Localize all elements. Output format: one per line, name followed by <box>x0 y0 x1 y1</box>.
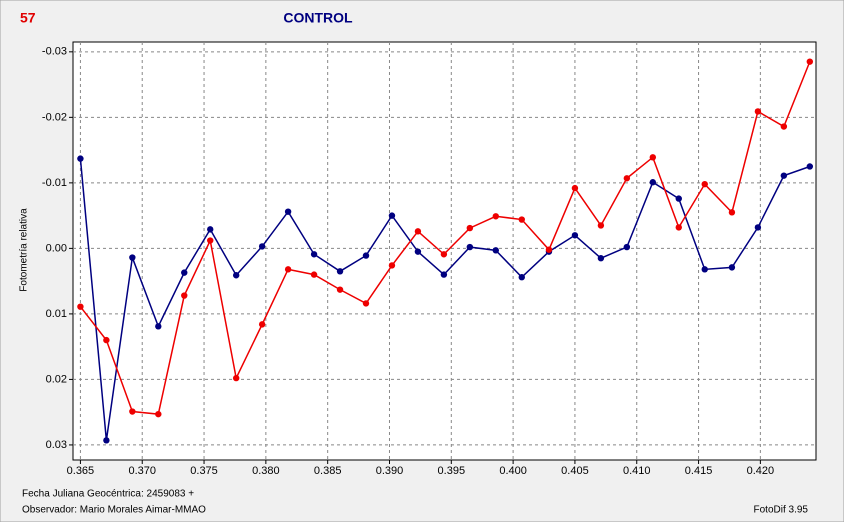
data-point <box>623 243 631 251</box>
y-tick-label: -0.01 <box>42 177 67 189</box>
x-tick-label: 0.390 <box>376 465 404 477</box>
data-point <box>466 243 474 251</box>
data-point <box>129 254 136 261</box>
data-point <box>284 266 292 273</box>
data-point <box>649 154 657 161</box>
data-point <box>806 163 814 170</box>
y-tick-label: -0.03 <box>42 46 67 58</box>
data-point <box>440 271 448 278</box>
x-tick-label: 0.415 <box>685 465 713 477</box>
data-point <box>806 58 814 65</box>
data-point <box>207 226 214 233</box>
data-point <box>77 155 84 162</box>
y-tick-label: 0.02 <box>46 373 67 385</box>
data-point <box>232 272 240 279</box>
data-point <box>103 437 110 444</box>
data-point <box>388 262 396 269</box>
data-point <box>414 248 422 255</box>
chart-number: 57 <box>20 10 36 26</box>
observer: Observador: Mario Morales Aimar-MMAO <box>22 505 206 516</box>
data-point <box>155 323 162 330</box>
data-point <box>780 172 788 179</box>
y-axis-title: Fotometría relativa <box>19 208 30 292</box>
data-point <box>440 251 448 258</box>
data-point <box>754 108 762 115</box>
data-point <box>310 271 318 278</box>
data-point <box>571 184 579 192</box>
data-point <box>728 264 736 271</box>
data-point <box>336 268 344 275</box>
x-tick-label: 0.400 <box>499 465 527 477</box>
data-point <box>492 247 500 254</box>
data-point <box>675 224 682 231</box>
data-point <box>623 175 631 182</box>
data-point <box>388 212 396 219</box>
data-point <box>518 274 525 281</box>
data-point <box>155 410 162 418</box>
data-point <box>649 179 657 186</box>
data-point <box>284 208 292 215</box>
data-point <box>754 224 762 231</box>
data-point <box>207 237 214 244</box>
data-point <box>310 251 318 258</box>
data-point <box>466 224 474 232</box>
x-tick-label: 0.410 <box>623 465 651 477</box>
data-point <box>701 266 708 273</box>
data-point <box>362 252 370 259</box>
data-point <box>103 336 110 344</box>
data-point <box>362 300 370 307</box>
data-point <box>545 246 553 253</box>
data-point <box>336 286 344 293</box>
y-tick-label: 0.03 <box>46 439 67 451</box>
y-tick-label: 0.01 <box>46 308 67 320</box>
x-tick-label: 0.375 <box>190 465 218 477</box>
data-point <box>77 303 84 310</box>
data-point <box>258 243 266 250</box>
x-tick-label: 0.370 <box>128 465 156 477</box>
plot-area <box>72 41 817 461</box>
x-tick-label: 0.385 <box>314 465 342 477</box>
data-point <box>181 292 188 299</box>
data-point <box>181 269 188 276</box>
data-point <box>414 228 422 235</box>
data-point <box>232 374 240 382</box>
x-tick-label: 0.365 <box>67 465 95 477</box>
data-point <box>258 321 266 328</box>
chart-title: CONTROL <box>283 10 353 26</box>
x-tick-label: 0.395 <box>438 465 466 477</box>
data-point <box>675 195 682 202</box>
y-tick-label: 0.00 <box>46 242 67 254</box>
data-point <box>728 209 736 216</box>
data-point <box>597 255 605 262</box>
x-tick-label: 0.380 <box>252 465 280 477</box>
x-tick-label: 0.420 <box>747 465 775 477</box>
data-point <box>597 222 605 229</box>
data-point <box>780 123 788 130</box>
x-tick-label: 0.405 <box>561 465 589 477</box>
software-version: FotoDif 3.95 <box>754 505 809 516</box>
data-point <box>518 216 525 223</box>
data-point <box>571 232 579 239</box>
data-point <box>492 213 500 220</box>
data-point <box>129 408 136 415</box>
data-point <box>701 180 708 188</box>
y-tick-label: -0.02 <box>42 111 67 123</box>
x-axis-title: Fecha Juliana Geocéntrica: 2459083 + <box>22 489 194 500</box>
